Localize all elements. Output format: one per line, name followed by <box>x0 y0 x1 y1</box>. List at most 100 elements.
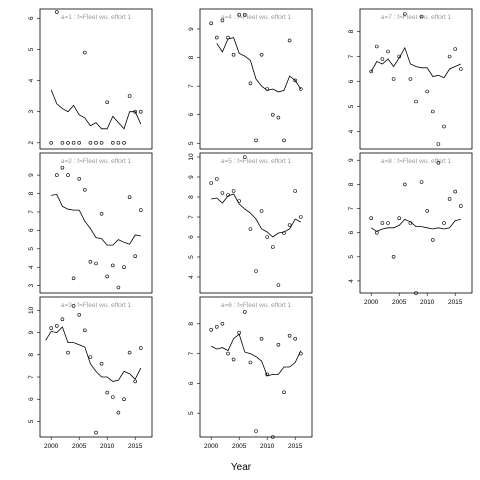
y-tick-label: 7 <box>188 351 195 355</box>
data-point <box>453 189 458 194</box>
data-point <box>77 141 81 145</box>
x-tick-label: 2000 <box>204 443 219 450</box>
data-point <box>374 44 379 49</box>
data-point <box>430 238 435 242</box>
data-point <box>276 342 281 347</box>
data-point <box>99 212 104 216</box>
y-tick-label: 4 <box>28 78 35 82</box>
data-point <box>71 304 76 308</box>
data-point <box>139 346 143 350</box>
data-point <box>116 285 121 290</box>
fit-line <box>216 37 302 93</box>
data-point <box>127 195 132 199</box>
y-tick-label: 7 <box>188 215 195 219</box>
y-tick-label: 5 <box>188 255 195 259</box>
y-tick-label: 6 <box>348 79 355 83</box>
data-point <box>88 355 93 359</box>
panel-3: a=3 : f=Fleet wo. effort 1 5 6 7 8 9 10 2000 200… <box>28 296 153 450</box>
data-point <box>380 57 385 61</box>
y-tick-label: 8 <box>188 322 195 326</box>
y-tick-label: 5 <box>28 419 35 423</box>
data-point <box>243 310 247 314</box>
data-point <box>226 35 230 40</box>
data-point <box>391 77 396 81</box>
y-tick-label: 8 <box>348 29 355 33</box>
y-tick-label: 6 <box>28 16 35 20</box>
y-tick-label: 7 <box>28 375 35 379</box>
data-point <box>442 221 446 225</box>
panel-label: a=1 : f=Fleet wo. effort 1 <box>61 14 132 21</box>
data-point <box>254 138 258 143</box>
data-point <box>248 81 253 86</box>
data-point <box>425 209 430 213</box>
panel-frame <box>39 296 153 438</box>
data-point <box>265 372 270 377</box>
data-point <box>237 12 241 17</box>
y-tick-label: 6 <box>188 381 195 385</box>
data-point <box>287 333 292 338</box>
x-tick-label: 2000 <box>364 299 379 306</box>
y-tick-label: 4 <box>28 265 35 269</box>
data-point <box>298 351 303 356</box>
panel-label: a=4 : f=Fleet wo. effort 1 <box>221 14 292 21</box>
data-point <box>436 160 441 165</box>
data-point <box>60 165 65 170</box>
panel-frame <box>359 8 473 150</box>
data-point <box>99 361 104 366</box>
data-point <box>66 350 70 355</box>
panel-frame <box>199 296 313 438</box>
data-point <box>414 291 418 295</box>
data-point <box>237 199 241 203</box>
panel-frame <box>39 8 153 150</box>
y-tick-label: 8 <box>188 55 195 59</box>
y-tick-label: 5 <box>188 411 195 415</box>
data-point <box>397 216 402 220</box>
x-tick-label: 2010 <box>100 443 115 450</box>
fit-line <box>45 326 142 382</box>
panel-label: a=6 : f=Fleet wo. effort 1 <box>221 302 292 309</box>
panel-2: a=2 : f=Fleet wo. effort 1 3 4 5 6 7 8 9 <box>28 152 153 294</box>
data-point <box>71 276 76 281</box>
data-point <box>54 10 59 14</box>
data-point <box>243 155 247 159</box>
data-point <box>49 326 54 330</box>
data-point <box>270 245 275 249</box>
data-point <box>386 49 390 54</box>
data-point <box>419 14 424 19</box>
data-point <box>425 89 430 94</box>
panel-label: a=2 : f=Fleet wo. effort 1 <box>61 158 132 165</box>
data-point <box>209 327 213 332</box>
data-point <box>408 77 413 81</box>
y-tick-label: 10 <box>188 153 195 161</box>
data-point <box>248 360 253 365</box>
y-tick-label: 7 <box>188 84 195 88</box>
data-point <box>243 12 247 17</box>
data-point <box>94 261 98 266</box>
y-tick-label: 5 <box>28 247 35 251</box>
y-tick-label: 3 <box>28 283 35 287</box>
data-point <box>293 336 298 341</box>
y-tick-label: 5 <box>188 141 195 145</box>
panel-4: a=4 : f=Fleet wo. effort 1 5 6 7 8 9 <box>188 8 313 150</box>
x-tick-label: 2015 <box>448 299 463 306</box>
data-point <box>66 173 70 177</box>
data-point <box>369 216 374 220</box>
y-tick-label: 5 <box>28 47 35 51</box>
data-point <box>77 312 81 317</box>
y-tick-label: 4 <box>188 275 195 279</box>
data-point <box>447 197 452 201</box>
y-tick-label: 4 <box>348 279 355 283</box>
panel-label: a=3 : f=Fleet wo. effort 1 <box>61 302 132 309</box>
data-point <box>139 109 143 114</box>
data-point <box>54 173 59 177</box>
data-point <box>276 115 281 120</box>
y-tick-label: 6 <box>28 397 35 401</box>
data-point <box>94 430 98 435</box>
data-point <box>122 265 126 270</box>
y-tick-label: 9 <box>28 330 35 334</box>
x-tick-label: 2015 <box>128 443 143 450</box>
data-point <box>282 231 286 235</box>
data-point <box>54 324 59 328</box>
